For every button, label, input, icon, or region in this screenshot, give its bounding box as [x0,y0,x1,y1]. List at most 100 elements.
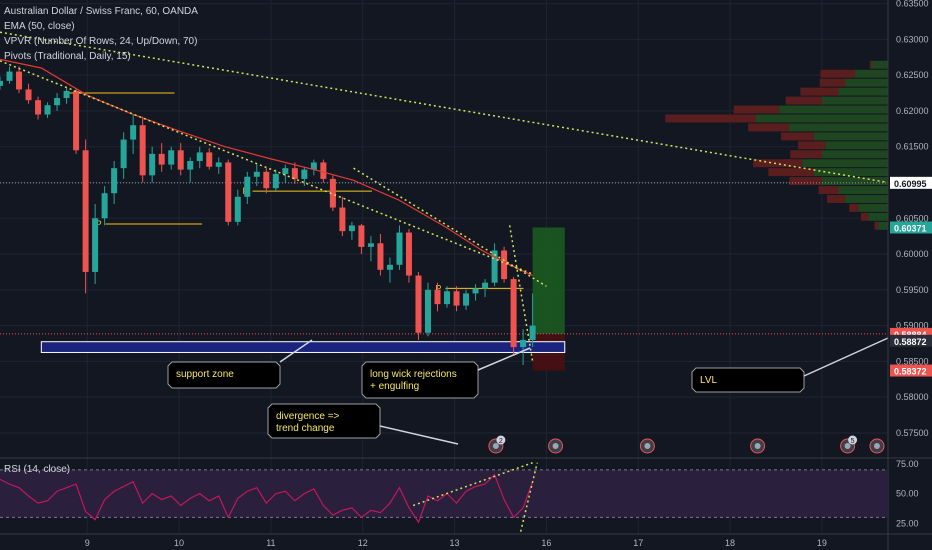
legend-pivots[interactable]: Pivots (Traditional, Daily, 15) [4,51,131,62]
candle-body [396,232,403,265]
price-label-box [890,364,932,377]
price-tick-label: 0.59000 [896,321,929,331]
vpvr-bar-down [798,141,826,150]
candle-body [139,125,146,176]
vpvr-bar-up [779,105,888,114]
price-label-box [890,176,932,189]
price-label-text: 0.60371 [894,223,927,233]
annotation-lvl-box [691,367,805,393]
annotation-divergence-text: trend change [276,423,335,434]
price-label-text: 0.60995 [894,179,927,189]
vpvr-bar-down [733,105,780,114]
price-label-box [890,334,932,347]
candle-body [73,90,80,151]
pivot-label: P [96,219,102,229]
time-tick-label: 18 [725,538,735,548]
annotation-support-box [167,361,281,389]
annotation-wick-box [361,361,479,399]
vpvr-bar-up [868,212,888,221]
event-badge-count: 2 [499,438,503,445]
candle-body [149,153,156,176]
event-marker-dot [844,443,851,449]
candle-body [482,282,489,289]
candle-body [253,171,260,177]
candle-body [520,339,527,348]
event-badge [848,435,858,445]
vpvr-bar-up [822,177,888,186]
annotation-lvl-text: LVL [700,375,717,386]
price-tick-label: 0.63500 [896,0,929,9]
vpvr-bar-down [849,203,859,212]
pivot-label: P [435,283,441,293]
vpvr-bar-down [826,195,846,203]
candle-body [187,161,194,170]
candle-body [101,193,108,219]
vpvr-bar-down [768,168,814,177]
price-label-box [890,221,932,234]
legend-symbol[interactable]: Australian Dollar / Swiss Franc, 60, OAN… [4,6,198,17]
candle-body [472,288,479,294]
candle-body [168,150,175,165]
candle-body [320,162,327,179]
legend-vpvr[interactable]: VPVR (Number Of Rows, 24, Up/Down, 70) [4,36,198,47]
annotation-support-text: support zone [176,369,234,380]
candle-body [358,225,365,247]
vpvr-bar-down [753,159,803,168]
candle-body [377,243,384,270]
legend-rsi[interactable]: RSI (14, close) [4,464,71,475]
ema-line [0,58,533,277]
candle-body [54,98,61,106]
vpvr-bar-down [748,123,789,132]
time-tick-label: 9 [85,538,90,548]
price-tick-label: 0.58000 [896,392,929,402]
candle-body [282,168,289,174]
event-badge [496,435,506,445]
vpvr-bar-up [845,195,888,203]
candle-body [434,289,441,305]
vpvr-bar-up [838,87,888,96]
time-tick-label: 16 [541,538,551,548]
event-marker-dot [873,443,880,449]
candle-body [329,178,336,208]
vpvr-bar-up [813,132,888,141]
candle-body [16,71,23,90]
candle-body [348,225,355,232]
candle-body [405,232,412,276]
vpvr-bar-down [820,69,855,78]
price-tick-label: 0.59500 [896,285,929,295]
candle-body [339,207,346,232]
candle-body [463,293,470,306]
candle-body [310,162,317,170]
candle-body [501,250,508,280]
candle-body [177,150,184,170]
annotation-wick-text: long wick rejections [370,369,457,380]
price-label-text: 0.58872 [894,337,927,347]
vpvr-bar-down [790,150,822,159]
trendline [0,31,889,184]
candle-body [196,152,203,162]
vpvr-bar-up [822,150,888,159]
candle-body [25,89,32,101]
candle-body [44,105,51,115]
vpvr-bar-down [860,212,869,221]
price-tick-label: 0.58500 [896,356,929,366]
rsi-tick-label: 50.00 [896,489,919,499]
price-tick-label: 0.60000 [896,249,929,259]
candle-body [272,173,279,189]
price-tick-label: 0.61500 [896,142,929,152]
vpvr-bar-up [789,123,888,132]
candle-body [111,168,118,194]
legend-ema[interactable]: EMA (50, close) [4,21,75,32]
vpvr-bar-down [785,96,822,105]
event-marker-dot [552,443,559,449]
annotation-wick-pointer [477,347,531,371]
rsi-band [0,469,888,518]
price-tick-label: 0.62000 [896,106,929,116]
candle-body [415,275,422,333]
time-tick-label: 17 [633,538,643,548]
candle-body [63,90,70,99]
time-tick-label: 10 [174,538,184,548]
vpvr-bar-up [858,203,888,212]
